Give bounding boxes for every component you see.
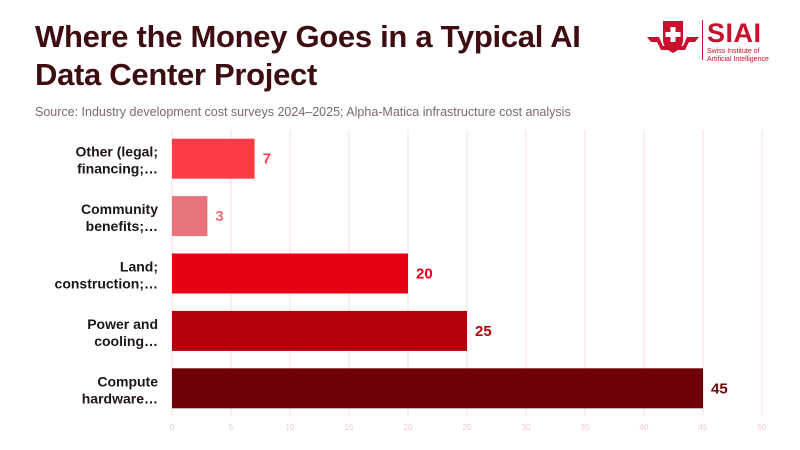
chart-source: Source: Industry development cost survey… (35, 105, 571, 119)
category-label-line: construction;… (55, 276, 158, 292)
x-tick-label: 0 (170, 423, 175, 432)
bar (172, 138, 255, 179)
x-tick-label: 10 (286, 423, 295, 432)
chart-title: Where the Money Goes in a Typical AI Dat… (35, 19, 581, 92)
bar-value-label: 3 (215, 208, 223, 225)
bar (172, 253, 408, 294)
bar-value-label: 45 (711, 380, 728, 397)
bar-value-label: 25 (475, 323, 492, 340)
x-tick-label: 35 (581, 423, 590, 432)
category-label-line: Power and (87, 316, 158, 332)
logo-subtitle-line-1: Swiss Institute of (707, 48, 760, 55)
shield-logo-icon (647, 21, 699, 53)
category-label: Compute hardware… (82, 373, 158, 406)
category-label-line: Community (81, 201, 158, 217)
category-label-line: Compute (97, 373, 158, 389)
bar-value-label: 7 (263, 151, 271, 168)
category-label: Land; construction;… (55, 259, 158, 292)
x-tick-label: 25 (463, 423, 472, 432)
category-label-line: financing;… (77, 161, 158, 177)
logo-subtitle-line-2: Artificial Intelligence (707, 56, 769, 63)
category-label: Other (legal; financing;… (76, 144, 158, 177)
x-tick-label: 30 (522, 423, 531, 432)
x-tick-label: 45 (699, 423, 708, 432)
bar-value-label: 20 (416, 266, 433, 283)
category-label: Power and cooling… (87, 316, 158, 349)
category-label-line: Other (legal; (76, 144, 158, 160)
bar (172, 196, 208, 237)
x-tick-label: 15 (345, 423, 354, 432)
x-tick-label: 50 (758, 423, 767, 432)
category-label: Community benefits;… (81, 201, 158, 234)
logo-name: SIAI (707, 18, 762, 48)
category-label-line: cooling… (94, 333, 158, 349)
logo-divider (702, 20, 703, 60)
x-tick-label: 40 (640, 423, 649, 432)
bar (172, 310, 467, 351)
bar (172, 368, 703, 409)
category-label-line: hardware… (82, 390, 158, 406)
x-tick-label: 5 (229, 423, 234, 432)
logo-subtitle: Swiss Institute of Artificial Intelligen… (707, 48, 797, 64)
logo: SIAI Swiss Institute of Artificial Intel… (645, 18, 775, 63)
category-label-line: benefits;… (86, 218, 158, 234)
x-tick-label: 20 (404, 423, 413, 432)
category-label-line: Land; (120, 259, 158, 275)
